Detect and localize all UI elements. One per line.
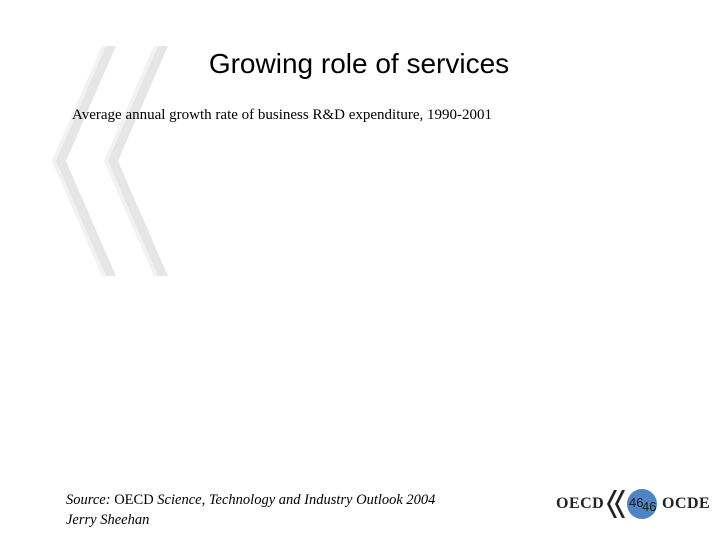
chart-subtitle: Average annual growth rate of business R…	[72, 107, 493, 123]
logo-text-ocde: OCDE	[662, 495, 711, 512]
slide-title: Growing role of services	[208, 48, 510, 79]
author-name: Jerry Sheehan	[66, 512, 150, 528]
source-publication: Science, Technology and Industry Outlook…	[157, 492, 436, 508]
source-note: Source: OECD Science, Technology and Ind…	[66, 490, 435, 530]
page-number: 46	[629, 495, 644, 510]
source-prefix: Source:	[66, 492, 115, 508]
oecd-chevrons-watermark-icon	[52, 46, 168, 276]
logo-text-oecd: OECD	[556, 495, 605, 512]
source-line: Source: OECD Science, Technology and Ind…	[66, 490, 435, 510]
oecd-footer-logo: OECD 46 46 OCDE	[556, 486, 710, 522]
page-number-echo: 46	[642, 499, 657, 514]
oecd-logo-chevrons-icon	[607, 490, 625, 518]
page-number-badge	[627, 489, 657, 519]
source-org: OECD	[114, 492, 158, 508]
